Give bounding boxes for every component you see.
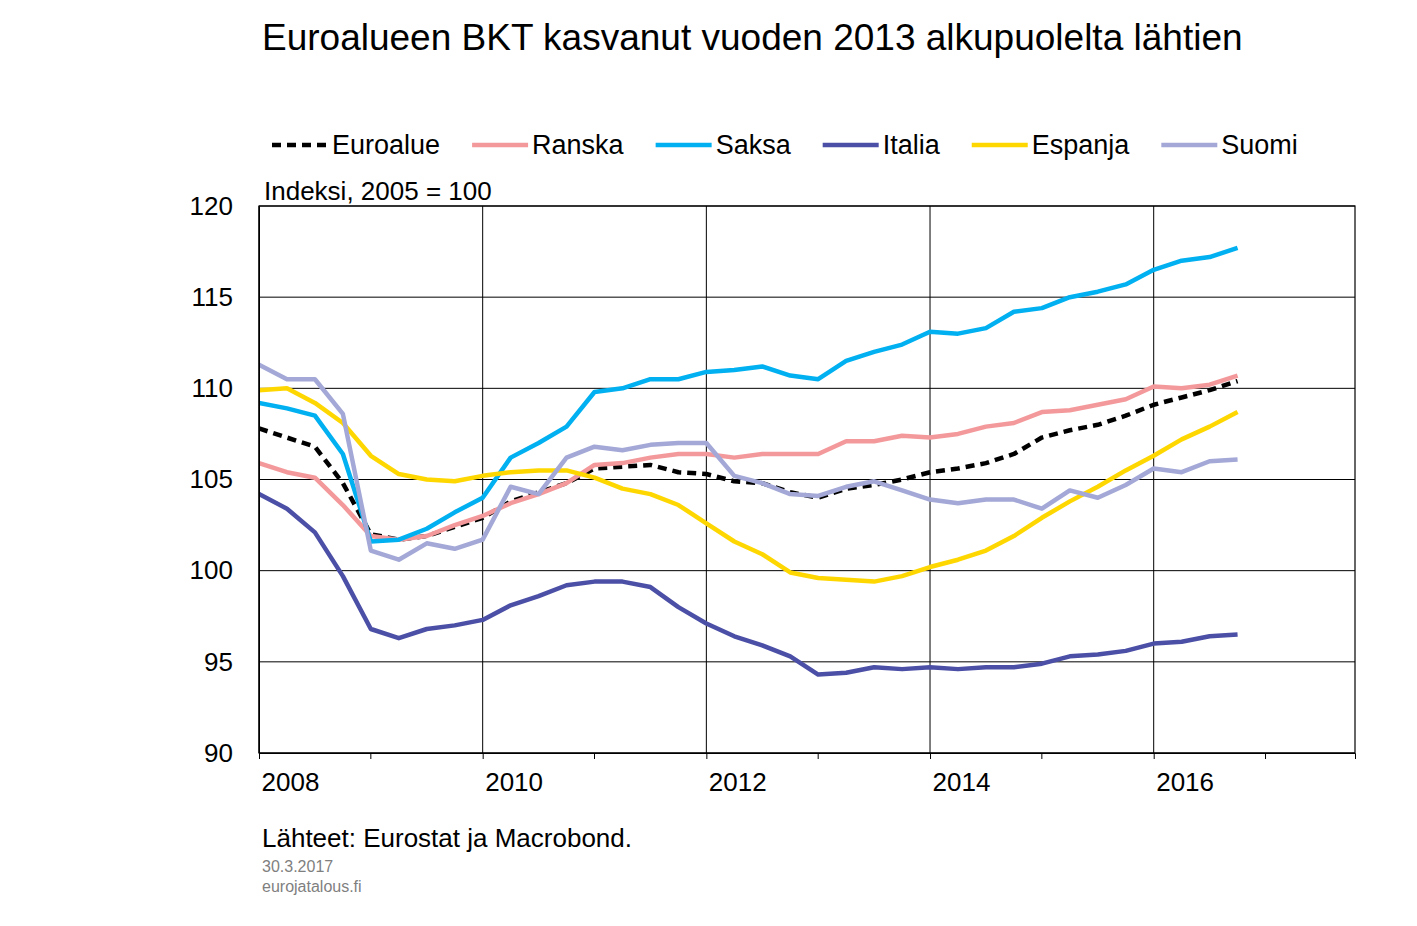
y-tick-label: 110: [192, 373, 233, 403]
legend-label: Suomi: [1221, 130, 1298, 160]
x-tick-mark: [706, 753, 707, 759]
y-grid-line: [259, 297, 1355, 298]
y-tick: 120: [190, 191, 259, 221]
x-tick-mark: [930, 753, 931, 759]
legend-item: Ranska: [472, 130, 625, 160]
x-minor-tick: [594, 753, 595, 759]
legend-swatch: [656, 143, 712, 148]
title: Euroalueen BKT kasvanut vuoden 2013 alku…: [262, 17, 1243, 58]
x-tick: 2008: [260, 753, 320, 797]
line-series: [259, 365, 1238, 560]
y-tick: 95: [204, 647, 259, 677]
x-minor-tick: [1265, 753, 1266, 759]
source: Lähteet: Eurostat ja Macrobond.: [262, 823, 632, 853]
legend-swatch: [1161, 143, 1217, 148]
legend-label: Saksa: [716, 130, 792, 160]
legend-label: Euroalue: [332, 130, 440, 160]
y-axis: 90 95 100 105 110 115 120: [190, 191, 260, 768]
x-tick: 2014: [931, 753, 991, 797]
y-tick-label: 100: [190, 555, 233, 585]
legend-label: Ranska: [532, 130, 625, 160]
x-minor-tick: [1041, 753, 1042, 759]
y-tick: 110: [192, 373, 259, 403]
x-tick: 2012: [707, 753, 767, 797]
legend-item: Italia: [823, 130, 941, 160]
y-axis-line: [259, 207, 260, 754]
y-tick: 90: [204, 738, 259, 768]
x-grid-line: [1153, 206, 1154, 753]
y-tick-label: 90: [204, 738, 233, 768]
x-grid-line: [930, 206, 931, 753]
legend-swatch: [272, 143, 328, 148]
x-axis: 2008 2010 2012 2014 2016: [260, 753, 1356, 797]
y-tick-label: 115: [192, 282, 233, 312]
y-tick: 105: [190, 464, 259, 494]
y-tick: 100: [190, 555, 259, 585]
x-tick-label: 2008: [262, 767, 320, 797]
y-tick-label: 95: [204, 647, 233, 677]
legend-item: Euroalue: [272, 130, 440, 160]
legend-swatch: [823, 143, 879, 148]
x-tick-mark: [259, 753, 260, 759]
x-tick-label: 2012: [709, 767, 767, 797]
legend-label: Italia: [883, 130, 941, 160]
plot-frame: [259, 206, 1355, 753]
plot-area: [259, 248, 1238, 675]
note: eurojatalous.fi: [262, 878, 362, 895]
y-tick-label: 105: [190, 464, 233, 494]
chart: Euroalueen BKT kasvanut vuoden 2013 alku…: [0, 0, 1417, 926]
x-tick-label: 2010: [485, 767, 543, 797]
x-tick-label: 2014: [933, 767, 991, 797]
x-axis-line: [260, 754, 1356, 760]
legend-item: Suomi: [1161, 130, 1298, 160]
legend-item: Saksa: [656, 130, 792, 160]
legend-swatch: [972, 143, 1028, 148]
x-minor-tick: [370, 753, 371, 759]
y-tick: 115: [192, 282, 259, 312]
y-grid-line: [259, 570, 1355, 571]
legend-label: Espanja: [1032, 130, 1131, 160]
x-grid-line: [706, 206, 707, 753]
legend: Euroalue Ranska Saksa Italia Espanja Suomi: [272, 130, 1298, 160]
y-axis-label: Indeksi, 2005 = 100: [264, 176, 492, 206]
x-grid-line: [482, 206, 483, 753]
x-minor-tick: [818, 753, 819, 759]
line-series: [259, 494, 1238, 675]
x-tick-mark: [483, 753, 484, 759]
x-tick: 2010: [483, 753, 543, 797]
line-series: [259, 388, 1238, 581]
legend-swatch: [472, 143, 528, 148]
x-tick-mark: [1154, 753, 1155, 759]
x-tick: 2016: [1154, 753, 1214, 797]
line-series: [259, 376, 1238, 540]
x-tick-label: 2016: [1156, 767, 1214, 797]
y-tick-label: 120: [190, 191, 233, 221]
y-grid-line: [259, 661, 1355, 662]
grid: [259, 206, 1355, 753]
note: 30.3.2017: [262, 858, 333, 875]
legend-item: Espanja: [972, 130, 1131, 160]
